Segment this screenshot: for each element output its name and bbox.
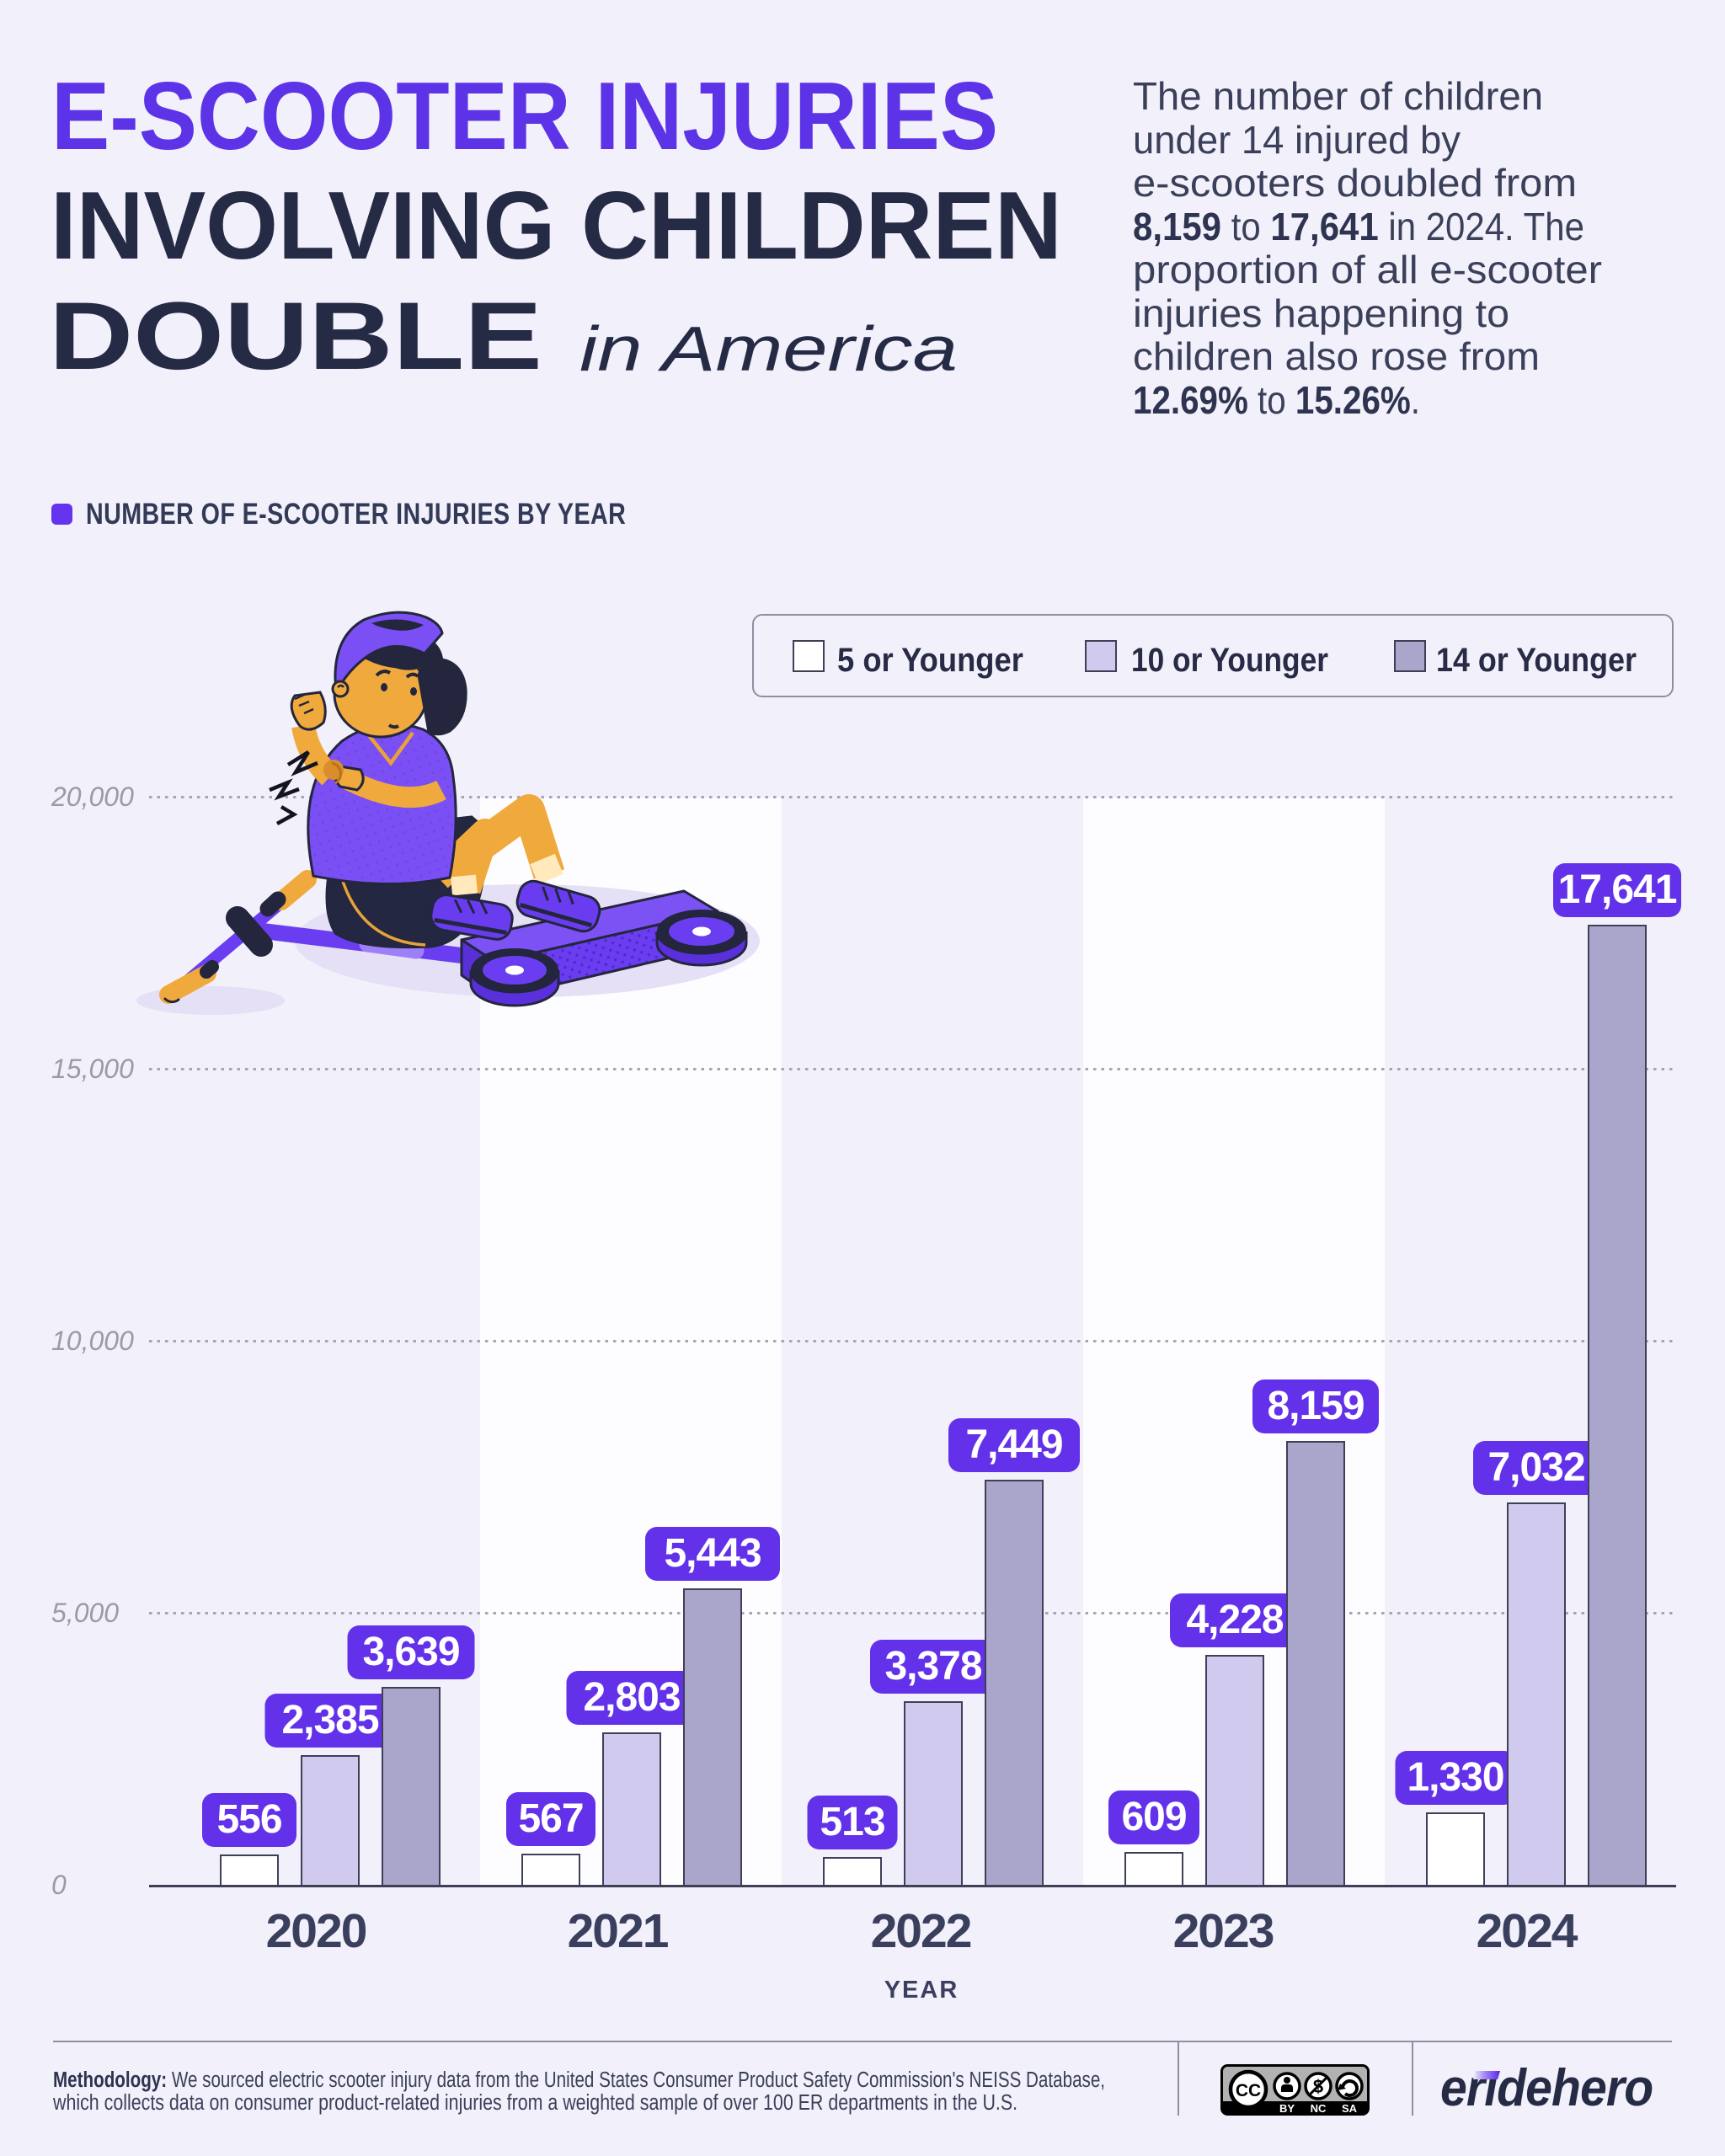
svg-text:BY: BY <box>1279 2102 1295 2115</box>
svg-text:NC: NC <box>1311 2102 1327 2115</box>
svg-text:CC: CC <box>1236 2081 1261 2100</box>
svg-text:SA: SA <box>1342 2102 1358 2115</box>
